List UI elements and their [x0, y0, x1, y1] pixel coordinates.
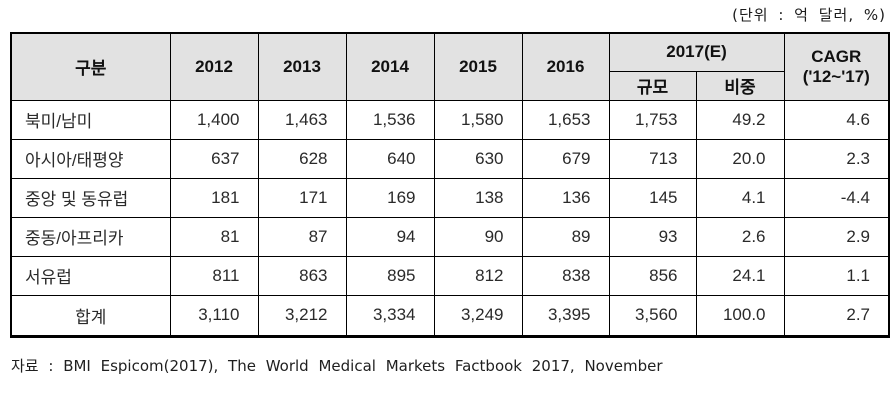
table-body: 북미/남미 1,400 1,463 1,536 1,580 1,653 1,75…: [10, 99, 890, 337]
cell-2017-share: 100.0: [695, 294, 785, 337]
col-header-category: 구분: [10, 32, 171, 101]
row-label: 북미/남미: [10, 99, 171, 140]
cell-2017-size: 856: [608, 255, 697, 296]
cell-2017-share: 20.0: [695, 138, 785, 179]
cell-2014: 640: [345, 138, 435, 179]
cell-2014: 3,334: [345, 294, 435, 337]
cagr-label-line1: CAGR: [811, 47, 862, 67]
header-row-main: 구분 2012 2013 2014 2015 2016 2017(E) CAGR…: [10, 32, 890, 101]
cell-2012: 1,400: [169, 99, 259, 140]
row-label-total: 합계: [10, 294, 171, 337]
col-header-2017-group: 2017(E): [608, 32, 785, 72]
table-row-north-south-america: 북미/남미 1,400 1,463 1,536 1,580 1,653 1,75…: [10, 99, 890, 140]
unit-label: (단위 : 억 달러, %): [732, 6, 886, 24]
cell-2016: 89: [521, 216, 610, 257]
cell-2016: 1,653: [521, 99, 610, 140]
cell-2012: 3,110: [169, 294, 259, 337]
cell-2017-size: 713: [608, 138, 697, 179]
col-header-2012: 2012: [169, 32, 259, 101]
cell-2012: 81: [169, 216, 259, 257]
cell-2012: 181: [169, 177, 259, 218]
cagr-label-line2: ('12~'17): [802, 66, 870, 86]
source-citation: 자료 : BMI Espicom(2017), The World Medica…: [11, 356, 663, 375]
cell-2013: 863: [257, 255, 347, 296]
cell-2017-size: 3,560: [608, 294, 697, 337]
cell-cagr: 2.9: [783, 216, 890, 257]
cell-2017-share: 24.1: [695, 255, 785, 296]
cell-2017-share: 49.2: [695, 99, 785, 140]
row-label: 서유럽: [10, 255, 171, 296]
cell-2013: 628: [257, 138, 347, 179]
cell-2015: 90: [433, 216, 523, 257]
cell-2014: 94: [345, 216, 435, 257]
cell-2013: 87: [257, 216, 347, 257]
cell-2016: 679: [521, 138, 610, 179]
cell-2017-size: 93: [608, 216, 697, 257]
cell-2013: 3,212: [257, 294, 347, 337]
cell-cagr: 2.7: [783, 294, 890, 337]
header-row-sub: 규모 비중: [11, 70, 889, 101]
cell-2015: 812: [433, 255, 523, 296]
table-row-total: 합계 3,110 3,212 3,334 3,249 3,395 3,560 1…: [10, 294, 890, 337]
cell-2015: 1,580: [433, 99, 523, 140]
cell-2015: 3,249: [433, 294, 523, 337]
cell-2015: 630: [433, 138, 523, 179]
col-header-2016: 2016: [521, 32, 610, 101]
cell-cagr: -4.4: [783, 177, 890, 218]
cell-2013: 171: [257, 177, 347, 218]
table-header: 구분 2012 2013 2014 2015 2016 2017(E) CAGR…: [10, 32, 890, 101]
table-row-central-east-europe: 중앙 및 동유럽 181 171 169 138 136 145 4.1 -4.…: [10, 177, 890, 218]
cell-2017-size: 1,753: [608, 99, 697, 140]
table-row-asia-pacific: 아시아/태평양 637 628 640 630 679 713 20.0 2.3: [10, 138, 890, 179]
cell-2016: 136: [521, 177, 610, 218]
table-row-middle-east-africa: 중동/아프리카 81 87 94 90 89 93 2.6 2.9: [10, 216, 890, 257]
row-label: 중동/아프리카: [10, 216, 171, 257]
table-row-western-europe: 서유럽 811 863 895 812 838 856 24.1 1.1: [10, 255, 890, 296]
col-header-2014: 2014: [345, 32, 435, 101]
cell-2016: 3,395: [521, 294, 610, 337]
cell-2013: 1,463: [257, 99, 347, 140]
cell-2017-share: 4.1: [695, 177, 785, 218]
cell-cagr: 2.3: [783, 138, 890, 179]
row-label: 아시아/태평양: [10, 138, 171, 179]
col-header-2015: 2015: [433, 32, 523, 101]
cell-cagr: 4.6: [783, 99, 890, 140]
cell-2017-share: 2.6: [695, 216, 785, 257]
col-header-2013: 2013: [257, 32, 347, 101]
cell-2016: 838: [521, 255, 610, 296]
col-header-2017-share: 비중: [695, 70, 785, 101]
cell-2012: 811: [169, 255, 259, 296]
row-label: 중앙 및 동유럽: [10, 177, 171, 218]
cell-2014: 895: [345, 255, 435, 296]
cell-2017-size: 145: [608, 177, 697, 218]
cell-2015: 138: [433, 177, 523, 218]
col-header-cagr: CAGR ('12~'17): [783, 32, 890, 101]
col-header-2017-size: 규모: [608, 70, 697, 101]
regional-medical-market-table: 구분 2012 2013 2014 2015 2016 2017(E) CAGR…: [10, 32, 891, 338]
cell-cagr: 1.1: [783, 255, 890, 296]
cell-2012: 637: [169, 138, 259, 179]
cell-2014: 169: [345, 177, 435, 218]
cell-2014: 1,536: [345, 99, 435, 140]
